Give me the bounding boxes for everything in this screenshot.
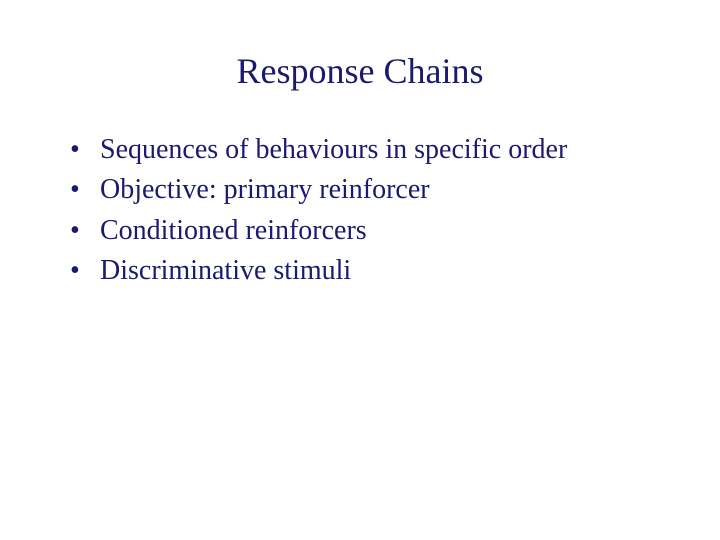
bullet-text: Objective: primary reinforcer: [100, 172, 430, 208]
bullet-list: • Sequences of behaviours in specific or…: [70, 132, 650, 290]
bullet-icon: •: [70, 172, 100, 208]
bullet-icon: •: [70, 132, 100, 168]
bullet-text: Conditioned reinforcers: [100, 213, 367, 249]
list-item: • Objective: primary reinforcer: [70, 172, 650, 208]
bullet-text: Discriminative stimuli: [100, 253, 351, 289]
bullet-icon: •: [70, 253, 100, 289]
list-item: • Sequences of behaviours in specific or…: [70, 132, 650, 168]
list-item: • Conditioned reinforcers: [70, 213, 650, 249]
bullet-text: Sequences of behaviours in specific orde…: [100, 132, 567, 168]
bullet-icon: •: [70, 213, 100, 249]
slide-title: Response Chains: [70, 50, 650, 92]
list-item: • Discriminative stimuli: [70, 253, 650, 289]
